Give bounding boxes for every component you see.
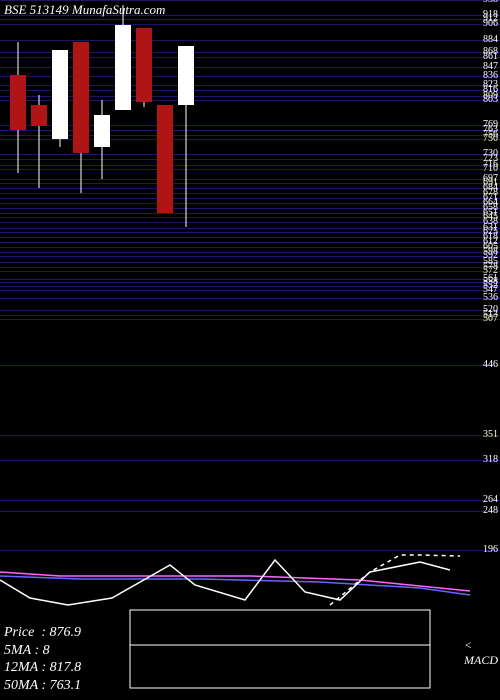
- stat-line: 50MA : 763.1: [4, 677, 81, 695]
- grid-label: 351: [483, 429, 498, 440]
- candle: [10, 0, 26, 700]
- candle-body: [157, 105, 173, 212]
- grid-label: 248: [483, 505, 498, 516]
- macd-label: <MACD: [464, 638, 498, 668]
- candle-body: [31, 105, 47, 126]
- grid-label: 264: [483, 494, 498, 505]
- grid-label: 884: [483, 34, 498, 45]
- macd-text: MACD: [464, 653, 498, 668]
- candle: [157, 0, 173, 700]
- candle-body: [10, 75, 26, 130]
- grid-label: 803: [483, 94, 498, 105]
- candle: [52, 0, 68, 700]
- candlestick-chart: BSE 513149 MunafaSutra.com93891891290688…: [0, 0, 500, 700]
- candle: [115, 0, 131, 700]
- candle-body: [73, 42, 89, 153]
- chart-header: BSE 513149 MunafaSutra.com: [4, 2, 165, 18]
- grid-label: 318: [483, 454, 498, 465]
- grid-label: 536: [483, 292, 498, 303]
- grid-label: 196: [483, 544, 498, 555]
- candle-body: [52, 50, 68, 139]
- stat-line: 12MA : 817.8: [4, 659, 81, 677]
- grid-label: 446: [483, 359, 498, 370]
- candle-body: [136, 28, 152, 102]
- live-label: <MACD: [464, 638, 498, 668]
- stat-line: 5MA : 8: [4, 642, 81, 660]
- stats-block: Price : 876.95MA : 812MA : 817.850MA : 7…: [4, 624, 81, 694]
- grid-label: 750: [483, 133, 498, 144]
- grid-label: 507: [483, 313, 498, 324]
- candle-body: [94, 115, 110, 147]
- stat-line: Price : 876.9: [4, 624, 81, 642]
- candle: [178, 0, 194, 700]
- grid-label: 906: [483, 18, 498, 29]
- candle: [31, 0, 47, 700]
- candle: [136, 0, 152, 700]
- candle-body: [115, 25, 131, 110]
- candle-body: [178, 46, 194, 105]
- grid-label: 861: [483, 51, 498, 62]
- candle: [94, 0, 110, 700]
- grid-label: 938: [483, 0, 498, 5]
- candle: [73, 0, 89, 700]
